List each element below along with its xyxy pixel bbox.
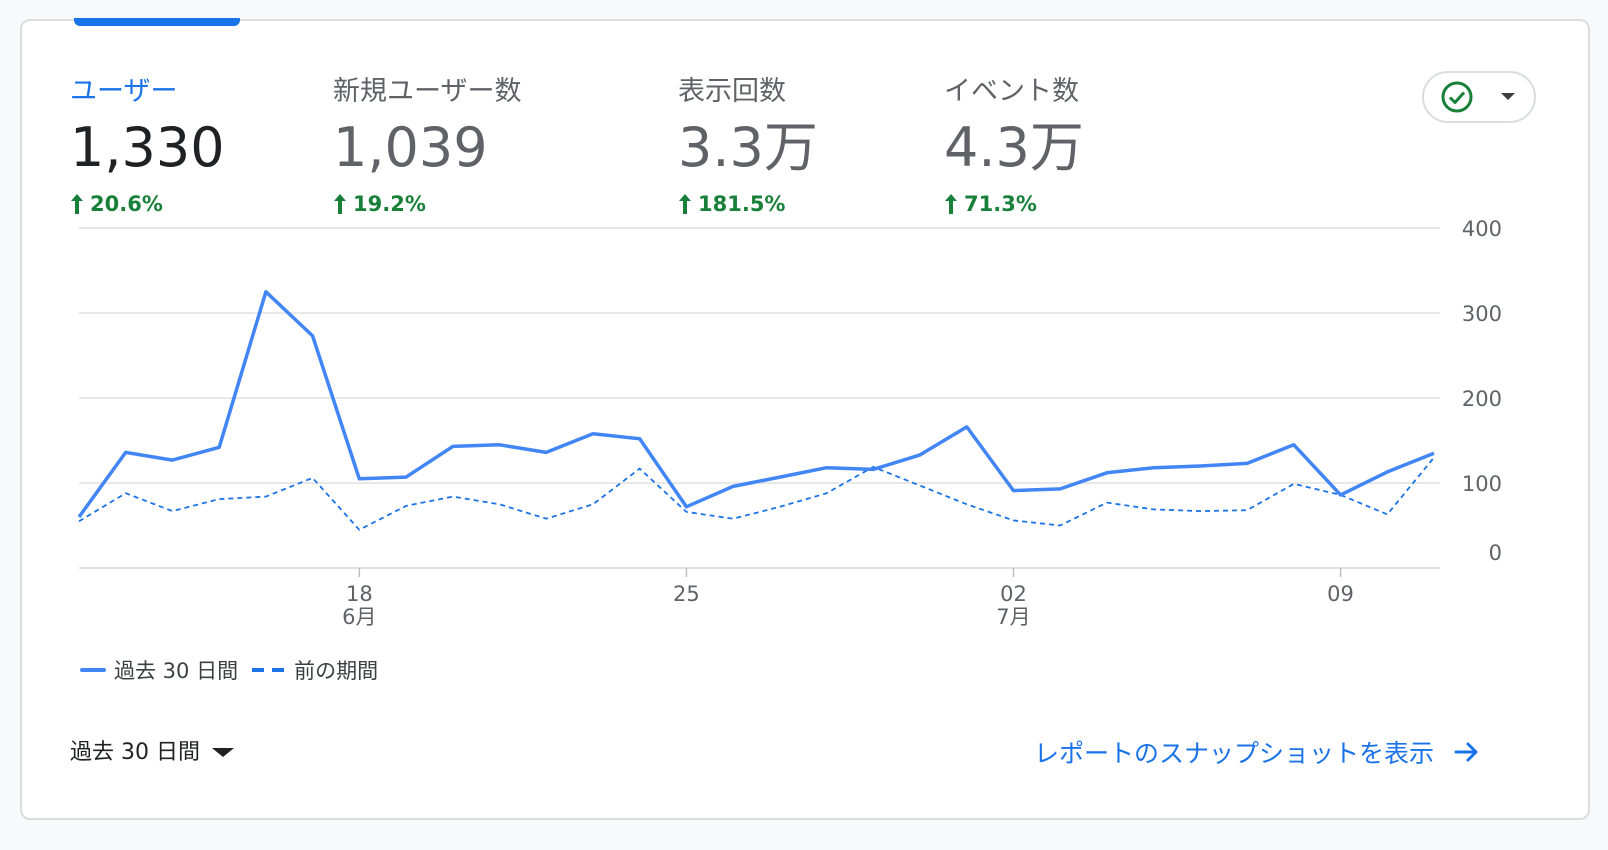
active-tab-indicator (74, 18, 240, 26)
x-tick-label: 09 (1327, 582, 1354, 606)
legend-item-previous: 前の期間 (252, 655, 378, 685)
x-tick-label: 02 (1000, 582, 1027, 606)
metric-events-tab[interactable]: イベント数 4.3万 71.3% (944, 69, 1084, 216)
metric-value: 3.3万 (678, 116, 818, 179)
check-circle-icon (1441, 81, 1473, 113)
comparison-dropdown-button[interactable] (1422, 71, 1536, 123)
x-tick-month-label: 6月 (342, 605, 376, 629)
previous-period-line (78, 456, 1435, 531)
metric-label: イベント数 (944, 76, 1079, 107)
arrow-up-icon (334, 194, 346, 214)
legend-label-current: 過去 30 日間 (114, 659, 239, 683)
legend-dashed-swatch (252, 668, 285, 672)
x-tick-month-label: 7月 (996, 605, 1030, 629)
y-tick-label: 100 (1462, 472, 1502, 496)
arrow-up-icon (71, 194, 83, 214)
current-period-line (77, 290, 1435, 519)
legend-item-current: 過去 30 日間 (80, 655, 238, 685)
date-range-dropdown[interactable]: 過去 30 日間 (70, 734, 234, 766)
y-tick-label: 300 (1462, 302, 1502, 326)
caret-down-icon (211, 747, 234, 757)
chart-legend: 過去 30 日間 前の期間 (80, 655, 392, 685)
metric-change-value: 71.3% (964, 192, 1037, 216)
metric-change: 181.5% (678, 192, 818, 216)
metric-label: 新規ユーザー数 (333, 76, 522, 107)
arrow-up-icon (945, 194, 957, 214)
metric-value: 4.3万 (944, 116, 1084, 179)
y-tick-label: 400 (1462, 217, 1502, 241)
view-report-snapshot-link[interactable]: レポートのスナップショットを表示 (1034, 734, 1480, 770)
metric-new-users-tab[interactable]: 新規ユーザー数 1,039 19.2% (333, 69, 521, 216)
report-link-label: レポートのスナップショットを表示 (1034, 739, 1435, 768)
metric-change-value: 20.6% (90, 192, 163, 216)
metric-views-tab[interactable]: 表示回数 3.3万 181.5% (678, 69, 818, 216)
arrow-right-icon (1454, 742, 1478, 762)
metric-change: 19.2% (333, 192, 521, 216)
legend-solid-swatch (80, 668, 106, 672)
metric-change: 71.3% (944, 192, 1084, 216)
metric-value: 1,330 (70, 116, 225, 179)
date-range-label: 過去 30 日間 (70, 740, 200, 765)
metric-users-tab[interactable]: ユーザー 1,330 20.6% (70, 69, 225, 216)
x-tick-label: 18 (346, 582, 373, 606)
caret-down-icon (1501, 93, 1515, 100)
x-tick-label: 25 (673, 582, 700, 606)
metric-change-value: 181.5% (698, 192, 786, 216)
users-overview-card: ユーザー 1,330 20.6% 新規ユーザー数 1,039 19.2% 表示回… (20, 18, 1590, 820)
arrow-up-icon (679, 194, 691, 214)
metric-label: ユーザー (70, 76, 178, 107)
metric-label: 表示回数 (678, 76, 786, 107)
metric-change-value: 19.2% (353, 192, 426, 216)
metric-value: 1,039 (333, 116, 488, 179)
y-tick-label: 200 (1462, 387, 1502, 411)
metric-change: 20.6% (70, 192, 225, 216)
legend-label-previous: 前の期間 (294, 659, 379, 683)
y-tick-label: 0 (1489, 541, 1502, 565)
